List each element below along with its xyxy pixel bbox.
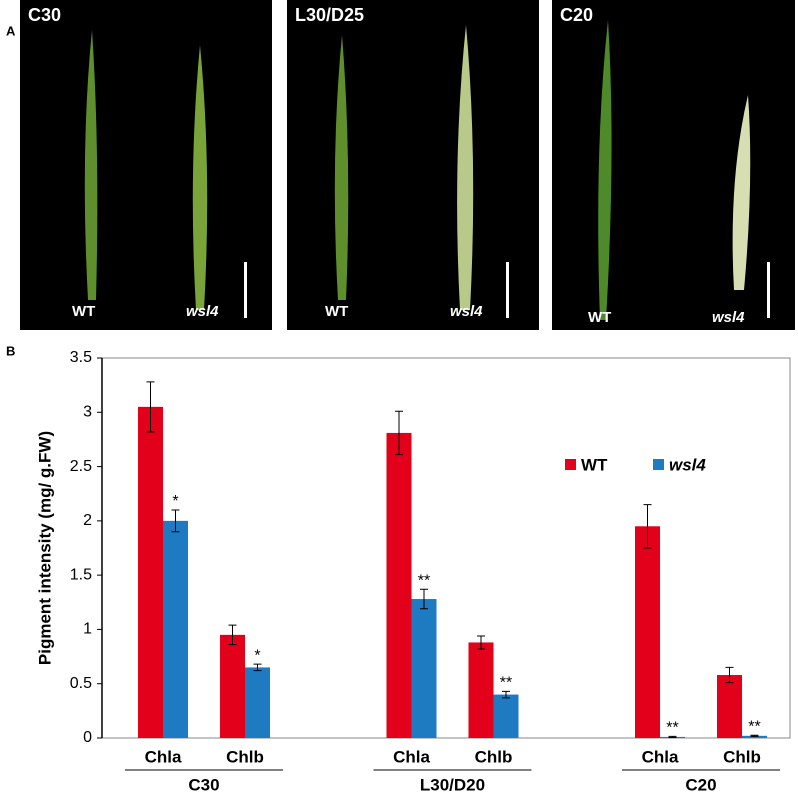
legend-label: wsl4: [669, 455, 706, 474]
photo: C20 WT wsl4: [552, 0, 795, 330]
significance: *: [172, 493, 178, 510]
photo-label: WT: [72, 303, 95, 320]
group-label: L30/D20: [420, 775, 485, 794]
x-tick-label: Chlb: [226, 747, 264, 766]
photo-title: C20: [560, 5, 593, 25]
group-label: C20: [685, 775, 716, 794]
legend-swatch: [653, 459, 664, 470]
bar: [163, 520, 188, 738]
y-tick-label: 1: [83, 621, 92, 638]
error-bar: [668, 735, 677, 738]
x-tick-label: Chla: [393, 747, 430, 766]
photo-label: wsl4: [712, 309, 745, 326]
panel-label: B: [6, 343, 15, 358]
bar: [717, 675, 742, 738]
y-tick-label: 0: [83, 729, 92, 746]
y-tick-label: 2.5: [70, 458, 92, 475]
bar: [468, 642, 494, 738]
significance: **: [666, 720, 678, 737]
bar: [411, 599, 437, 738]
bar: [245, 667, 270, 738]
error-bar: [395, 410, 403, 456]
y-tick-label: 3.5: [70, 349, 92, 366]
legend-label: WT: [581, 455, 608, 474]
photo-label: WT: [588, 309, 611, 326]
error-bar: [477, 635, 485, 650]
error-bar: [725, 666, 734, 684]
photo-title: C30: [28, 5, 61, 25]
x-tick-label: Chla: [642, 747, 679, 766]
error-bar: [643, 504, 652, 549]
plot-frame: [101, 357, 791, 739]
bar: [742, 735, 767, 738]
bar: [635, 526, 660, 738]
x-tick-label: Chla: [145, 747, 182, 766]
photo-label: wsl4: [450, 303, 483, 320]
group-label: C30: [188, 775, 219, 794]
photo: L30/D25 WT wsl4: [287, 0, 539, 330]
x-tick-label: Chlb: [475, 747, 513, 766]
error-bar: [253, 663, 262, 672]
bar: [138, 406, 163, 738]
legend-swatch: [565, 459, 576, 470]
error-bar: [228, 624, 237, 646]
bar: [220, 634, 245, 738]
error-bar: [420, 588, 428, 610]
photo-label: wsl4: [186, 303, 219, 320]
significance: **: [500, 675, 512, 692]
bar: [386, 432, 412, 738]
y-tick-label: 3: [83, 404, 92, 421]
x-tick-label: Chlb: [723, 747, 761, 766]
y-tick-label: 0.5: [70, 675, 92, 692]
bar: [493, 694, 519, 738]
error-bar: [502, 690, 510, 699]
error-bar: [750, 734, 759, 737]
y-tick-label: 2: [83, 512, 92, 529]
y-axis-label: Pigment intensity (mg/ g.FW): [35, 431, 54, 665]
y-tick-label: 1.5: [70, 566, 92, 583]
error-bar: [146, 381, 155, 433]
panel-label: A: [6, 23, 16, 38]
error-bar: [171, 509, 180, 533]
photo-label: WT: [325, 303, 348, 320]
significance: **: [418, 572, 430, 589]
photo: C30 WT wsl4: [20, 0, 272, 330]
significance: *: [254, 647, 260, 664]
significance: **: [748, 719, 760, 736]
photo-title: L30/D25: [295, 5, 364, 25]
